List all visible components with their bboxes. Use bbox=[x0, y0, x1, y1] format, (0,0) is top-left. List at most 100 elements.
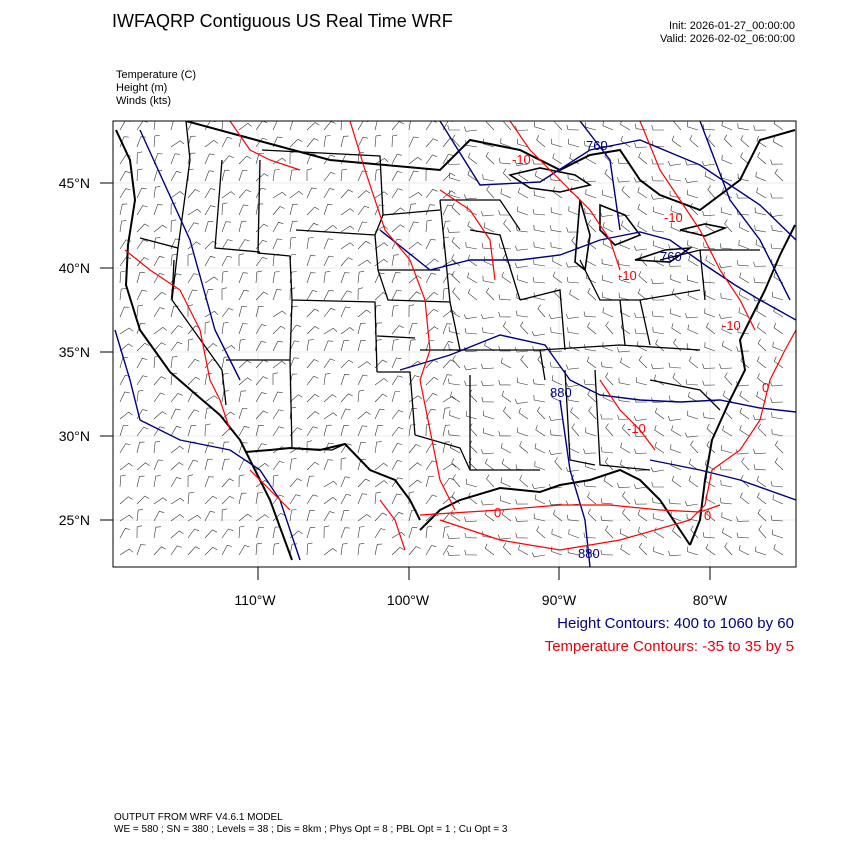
wind-barb bbox=[170, 287, 177, 301]
wind-barb bbox=[724, 372, 733, 386]
wind-barb bbox=[532, 209, 546, 216]
wind-barb bbox=[498, 311, 512, 318]
wind-barb bbox=[153, 153, 163, 165]
wind-barb bbox=[774, 440, 784, 454]
wind-barb bbox=[502, 542, 512, 556]
wind-barb bbox=[567, 327, 580, 335]
wind-barb bbox=[306, 339, 314, 352]
wind-barb bbox=[450, 510, 461, 522]
wind-barb bbox=[340, 327, 354, 335]
wind-barb bbox=[323, 121, 336, 131]
wind-barb bbox=[483, 410, 495, 420]
wind-barb bbox=[773, 544, 784, 556]
wind-barb bbox=[391, 188, 403, 199]
wind-barb bbox=[498, 210, 511, 216]
wind-barb bbox=[170, 202, 177, 216]
height-label: 760 bbox=[660, 249, 682, 264]
wind-barb bbox=[408, 408, 417, 420]
wind-barb bbox=[306, 222, 319, 233]
wind-barb bbox=[221, 411, 235, 420]
wind-barb bbox=[170, 121, 174, 131]
wind-barb bbox=[756, 135, 767, 148]
wind-barb bbox=[464, 549, 478, 556]
wind-barb bbox=[289, 305, 298, 318]
wind-barb bbox=[442, 512, 455, 522]
wind-barb bbox=[722, 527, 733, 539]
wind-barb bbox=[272, 360, 286, 369]
wind-barb bbox=[306, 527, 316, 539]
wind-barb bbox=[587, 288, 597, 301]
wind-barb bbox=[719, 464, 733, 471]
wind-barb bbox=[136, 239, 148, 250]
wind-barb bbox=[408, 339, 416, 352]
wind-barb bbox=[119, 474, 126, 488]
wind-barb bbox=[737, 123, 750, 131]
wind-barb bbox=[704, 459, 716, 471]
wind-barb bbox=[425, 545, 437, 556]
temperature-contours bbox=[124, 121, 796, 551]
wind-barb bbox=[622, 508, 631, 522]
wind-barb bbox=[469, 423, 478, 437]
coastline bbox=[115, 121, 796, 561]
wind-barb bbox=[452, 474, 461, 488]
wind-barb bbox=[723, 134, 733, 148]
wind-barb bbox=[340, 543, 348, 556]
wind-barb bbox=[391, 254, 399, 267]
wind-barbs bbox=[119, 121, 784, 558]
wind-barb bbox=[600, 498, 614, 505]
temp-label: -10 bbox=[512, 152, 531, 167]
wind-barb bbox=[391, 289, 402, 301]
wind-barb bbox=[483, 256, 495, 267]
wind-barb bbox=[357, 361, 371, 369]
wind-barb bbox=[323, 525, 330, 539]
lat-label: 40°N bbox=[59, 260, 90, 276]
wind-barb bbox=[452, 287, 461, 301]
wind-barb bbox=[618, 259, 631, 267]
wind-barb bbox=[447, 227, 461, 233]
wind-barb bbox=[357, 425, 368, 437]
wind-barb bbox=[425, 443, 437, 454]
wind-barb bbox=[255, 137, 268, 148]
wind-barb bbox=[637, 187, 648, 199]
wind-barb bbox=[687, 546, 699, 556]
wind-barb bbox=[221, 478, 234, 488]
height-label: 880 bbox=[578, 546, 600, 561]
wind-barb bbox=[442, 374, 452, 386]
wind-barb bbox=[323, 373, 331, 386]
wind-barb bbox=[517, 274, 529, 284]
wind-barb bbox=[449, 442, 461, 454]
wind-barb bbox=[187, 528, 200, 539]
wind-barb bbox=[671, 135, 682, 148]
wind-barb bbox=[204, 442, 214, 454]
wind-barb bbox=[306, 475, 315, 488]
wind-barb bbox=[464, 328, 478, 335]
wind-barb bbox=[565, 313, 580, 319]
state-boundaries bbox=[139, 121, 760, 471]
wind-barb bbox=[238, 442, 248, 454]
wind-barb bbox=[518, 170, 529, 182]
wind-barb bbox=[340, 168, 347, 182]
wind-barb bbox=[340, 359, 354, 369]
wind-barb bbox=[774, 457, 784, 471]
wind-barb bbox=[651, 159, 664, 165]
model-settings: WE = 580 ; SN = 380 ; Levels = 38 ; Dis … bbox=[114, 824, 508, 835]
wind-barb bbox=[272, 253, 280, 267]
great-lakes bbox=[507, 167, 728, 272]
wind-barb bbox=[289, 494, 301, 505]
wind-barb bbox=[408, 527, 418, 539]
wind-barb bbox=[770, 515, 784, 522]
wind-barb bbox=[672, 372, 682, 386]
wind-barb bbox=[306, 375, 319, 386]
wind-barb bbox=[170, 341, 183, 352]
wind-barb bbox=[571, 474, 580, 488]
graticule bbox=[113, 121, 796, 567]
wind-barb bbox=[340, 527, 350, 539]
wind-barb bbox=[340, 340, 349, 352]
wind-barb bbox=[467, 152, 478, 165]
wind-barb bbox=[374, 158, 389, 165]
wind-barb bbox=[737, 173, 750, 182]
wind-barb bbox=[323, 238, 334, 250]
wind-barb bbox=[238, 204, 249, 216]
wind-barb bbox=[272, 310, 287, 318]
wind-barb bbox=[650, 194, 665, 200]
